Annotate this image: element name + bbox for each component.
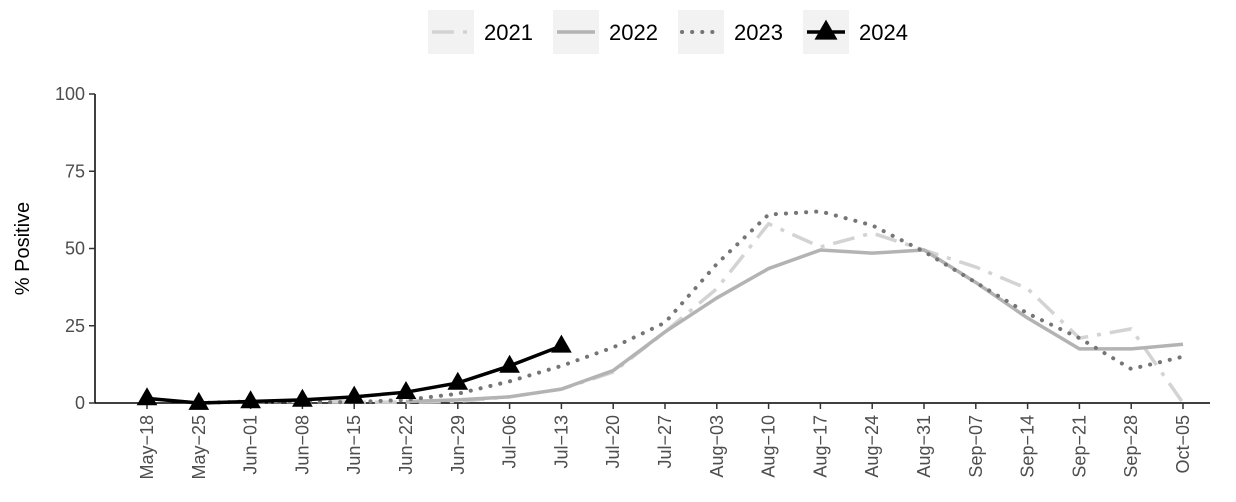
y-tick-label: 0 [75,393,85,413]
x-tick-label: Aug−24 [862,415,882,478]
series-2024-point [292,388,313,407]
series-2024-point [499,354,520,373]
x-tick-label: Jul−20 [603,415,623,469]
series-2023-line [196,209,1185,405]
series-2022-line [405,248,1184,404]
series-2024-point [447,371,469,390]
x-tick-label: Aug−17 [810,415,830,478]
x-tick-label: Sep−21 [1069,415,1089,478]
legend-2021-item: 2021 [428,10,533,54]
series-2024-point [343,385,365,404]
x-tick-label: Aug−31 [914,415,934,478]
x-tick-label: Sep−14 [1018,415,1038,478]
legend-2024-key-marker [814,19,838,40]
series-2024-point [551,334,572,353]
x-tick-label: Jun−15 [344,415,364,475]
legend-2023-label: 2023 [734,20,783,45]
legend-2023-item: 2023 [678,10,783,54]
y-tick-label: 75 [65,161,85,181]
x-tick-label: Sep−07 [966,415,986,478]
legend-2024-item: 2024 [803,10,908,54]
legend-2022-item: 2022 [553,10,658,54]
x-tick-label: Oct−05 [1173,415,1193,474]
x-tick-label: Jun−22 [396,415,416,475]
legend-2021-label: 2021 [484,20,533,45]
y-tick-label: 100 [55,84,85,104]
series-2024-point [240,390,261,409]
series-2024-point [136,387,158,406]
x-tick-label: Jul−27 [655,415,675,469]
series-2024-point [395,381,417,400]
x-tick-label: Aug−10 [759,415,779,478]
x-tick-label: Jul−13 [551,415,571,469]
series-2024-point [188,391,210,410]
y-tick-label: 25 [65,316,85,336]
x-tick-label: Jun−08 [292,415,312,475]
axes: 0 25 50 75 100 May−18 May−25 Jun−01 Jun−08 Jun−15… [55,84,1210,480]
y-axis-title: % Positive [12,202,34,295]
series-lines [136,209,1185,410]
legend: 2021 2022 2023 2024 [428,10,908,54]
legend-2022-label: 2022 [609,20,658,45]
x-tick-label: Aug−03 [707,415,727,478]
legend-2024-label: 2024 [859,20,908,45]
x-tick-label: Sep−28 [1121,415,1141,478]
x-tick-label: Jun−29 [448,415,468,475]
x-tick-label: May−25 [189,415,209,480]
x-tick-label: May−18 [137,415,157,480]
x-tick-label: Jul−06 [500,415,520,469]
x-tick-label: Jun−01 [241,415,261,475]
y-tick-label: 50 [65,239,85,259]
